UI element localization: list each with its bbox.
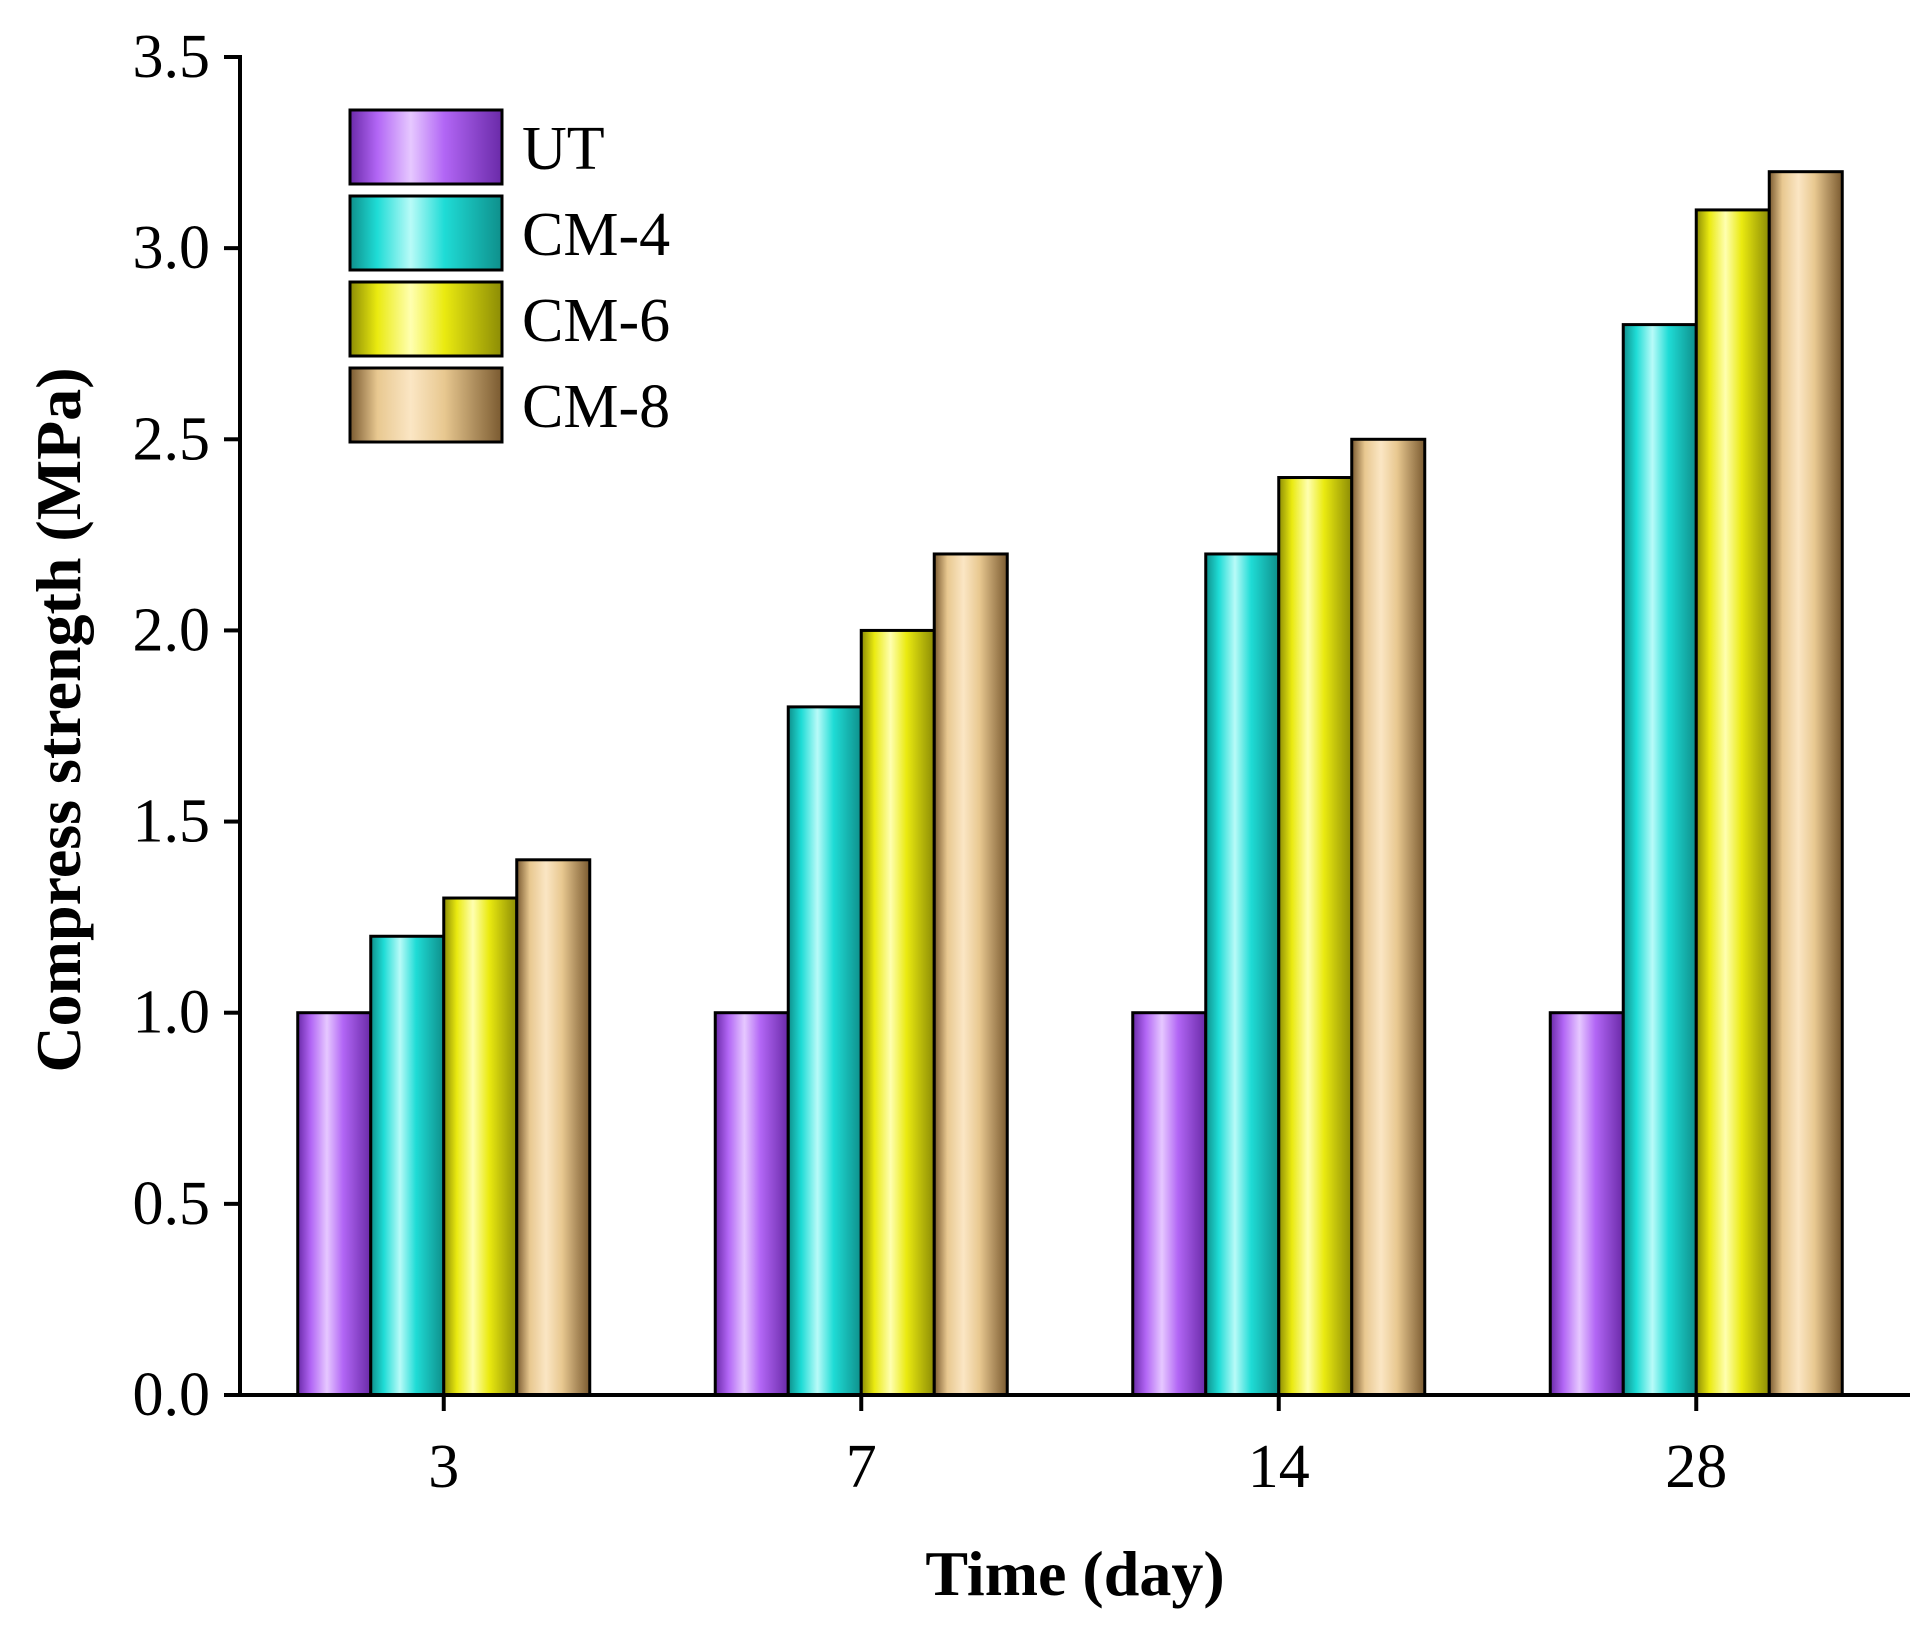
y-tick-label: 3.5 (133, 23, 211, 91)
x-tick-label: 7 (846, 1433, 877, 1501)
bar-cm-8-day-3 (515, 858, 592, 1397)
y-tick-label: 0.5 (133, 1170, 211, 1238)
legend-label-cm-8: CM-8 (522, 373, 670, 441)
legend-label-ut: UT (522, 115, 605, 183)
bar-cm-6-day-28 (1694, 208, 1771, 1397)
legend-label-cm-6: CM-6 (522, 287, 670, 355)
x-tick-label: 3 (428, 1433, 459, 1501)
bar-cm-4-day-7 (786, 705, 863, 1397)
legend-swatch-cm-6 (348, 280, 504, 358)
x-axis-title: Time (day) (925, 1538, 1224, 1609)
bar-cm-4-day-3 (369, 934, 446, 1397)
y-tick-label: 1.5 (133, 788, 211, 856)
bar-cm-4-day-14 (1204, 552, 1281, 1397)
bar-cm-6-day-7 (859, 628, 936, 1397)
x-tick-label: 14 (1248, 1433, 1310, 1501)
bar-cm-8-day-7 (932, 552, 1009, 1397)
bar-cm-4-day-28 (1621, 323, 1698, 1397)
legend: UT CM-4 CM-6 CM-8 (348, 108, 670, 444)
bar-ut-day-7 (713, 1011, 790, 1397)
bar-ut-day-28 (1548, 1011, 1625, 1397)
y-tick-label: 3.0 (133, 214, 211, 282)
bar-ut-day-14 (1131, 1011, 1208, 1397)
legend-swatch-ut (348, 108, 504, 186)
y-tick-label: 1.0 (133, 979, 211, 1047)
x-tick-label: 28 (1665, 1433, 1727, 1501)
legend-swatch-cm-8 (348, 366, 504, 444)
bars-layer (296, 170, 1844, 1397)
y-tick-label: 2.0 (133, 596, 211, 664)
axes-layer: 0.0 0.5 1.0 1.5 2.0 2.5 3.0 3.5 3 7 14 28 (133, 23, 1910, 1501)
y-axis-title: Compress strength (MPa) (23, 367, 94, 1072)
y-tick-label: 0.0 (133, 1361, 211, 1429)
y-tick-label: 2.5 (133, 405, 211, 473)
bar-cm-6-day-14 (1277, 476, 1354, 1397)
bar-cm-6-day-3 (442, 896, 519, 1397)
bar-cm-8-day-28 (1767, 170, 1844, 1397)
legend-label-cm-4: CM-4 (522, 201, 670, 269)
bar-ut-day-3 (296, 1011, 373, 1397)
legend-swatch-cm-4 (348, 194, 504, 272)
bar-cm-8-day-14 (1350, 437, 1427, 1397)
